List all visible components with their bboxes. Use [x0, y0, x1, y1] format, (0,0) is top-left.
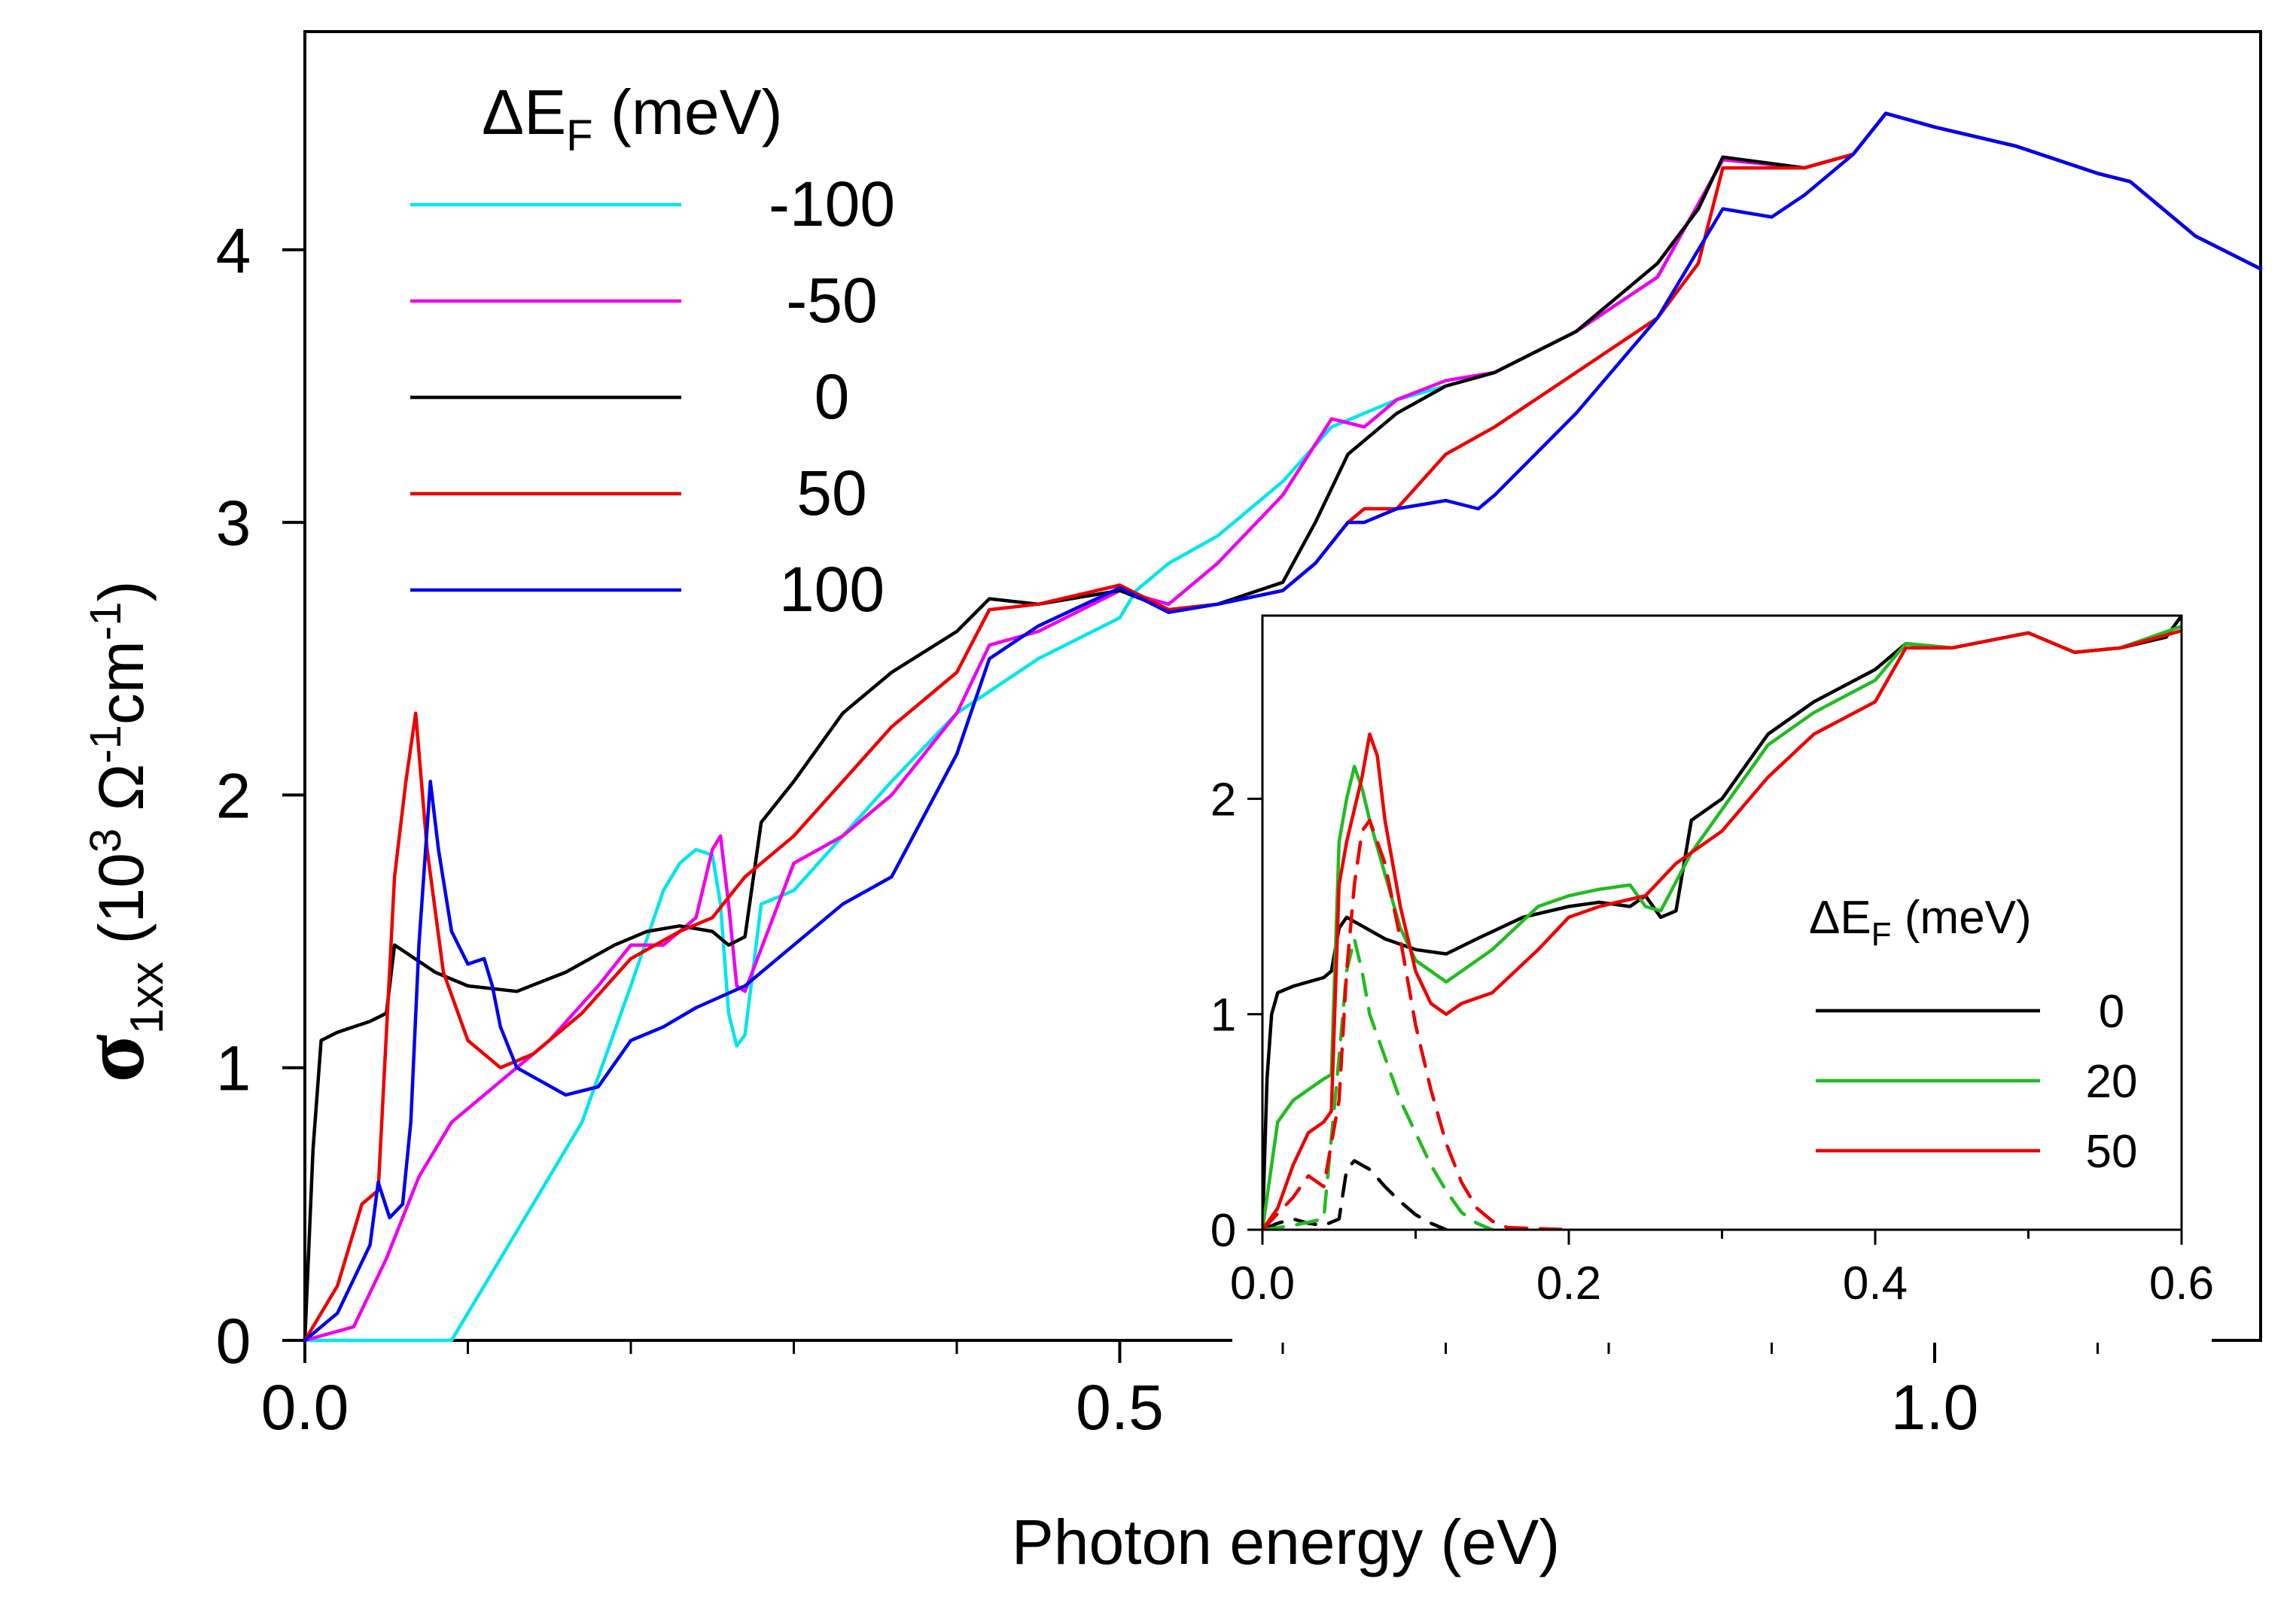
y-label-exp2: -1 — [81, 725, 130, 764]
inset-series — [1262, 616, 2182, 1230]
y-tick-label: 3 — [216, 488, 251, 558]
y-axis-label-text: σ1xx (103 Ω-1cm-1) — [64, 581, 173, 1083]
inset-y-tick-label: 2 — [1210, 774, 1236, 826]
series-line-100 — [303, 111, 2263, 1343]
inset-x-tick-label: 0.6 — [2149, 1258, 2214, 1310]
y-label-sigma: σ — [64, 1034, 163, 1082]
inset-x-tick-label: 0.2 — [1536, 1258, 1601, 1310]
main-legend: ΔEF (meV) -100 -50 0 50 100 — [410, 77, 895, 625]
y-label-exp1: 3 — [81, 829, 130, 853]
y-tick-label: 2 — [216, 760, 251, 831]
inset-y-tick-label: 0 — [1210, 1205, 1236, 1257]
y-label-cm: cm — [86, 640, 157, 725]
inset-plot: 0.0 0.2 0.4 0.6 0 1 2 ΔEF (meV) 0 20 50 — [1210, 608, 2214, 1343]
inset-series-line-0-dashed — [1262, 1159, 1448, 1230]
inset-series-line-50-dashed — [1262, 818, 1571, 1230]
x-tick-label: 0.5 — [1076, 1372, 1164, 1443]
main-series — [303, 111, 2263, 1343]
legend-label-0: 0 — [815, 361, 850, 432]
y-tick-label: 1 — [216, 1033, 251, 1104]
y-tick-label: 0 — [216, 1306, 251, 1376]
inset-background — [1232, 608, 2212, 1343]
inset-y-tick-label: 1 — [1210, 990, 1236, 1042]
x-tick-label: 0.0 — [261, 1372, 349, 1443]
y-label-ohm: Ω — [86, 764, 157, 829]
x-axis-label: Photon energy (eV) — [1012, 1507, 1560, 1577]
inset-x-tick-label: 0.4 — [1843, 1258, 1908, 1310]
y-label-exp3: -1 — [81, 602, 130, 641]
y-axis-label: σ1xx (103 Ω-1cm-1) — [64, 581, 173, 1083]
legend-label--50: -50 — [786, 265, 877, 336]
inset-series-line-50 — [1262, 628, 2182, 1230]
legend-label--100: -100 — [769, 169, 895, 239]
inset-legend-label-50: 50 — [2086, 1126, 2138, 1178]
legend-title: ΔEF (meV) — [482, 77, 783, 160]
inset-legend-label-0: 0 — [2099, 986, 2124, 1038]
y-label-open: (10 — [86, 853, 157, 962]
inset-x-tick-label: 0.0 — [1230, 1258, 1295, 1310]
legend-label-100: 100 — [779, 554, 885, 625]
y-label-subscript: 1xx — [121, 962, 173, 1034]
legend-label-50: 50 — [796, 458, 866, 528]
inset-legend-label-20: 20 — [2086, 1056, 2138, 1108]
y-tick-label: 4 — [216, 215, 251, 286]
main-ticks: 0.0 0.5 1.0 0 1 2 3 4 — [216, 215, 2099, 1443]
x-tick-label: 1.0 — [1891, 1372, 1979, 1443]
y-label-close: ) — [86, 581, 157, 602]
inset-legend-title: ΔEF (meV) — [1809, 892, 2032, 953]
